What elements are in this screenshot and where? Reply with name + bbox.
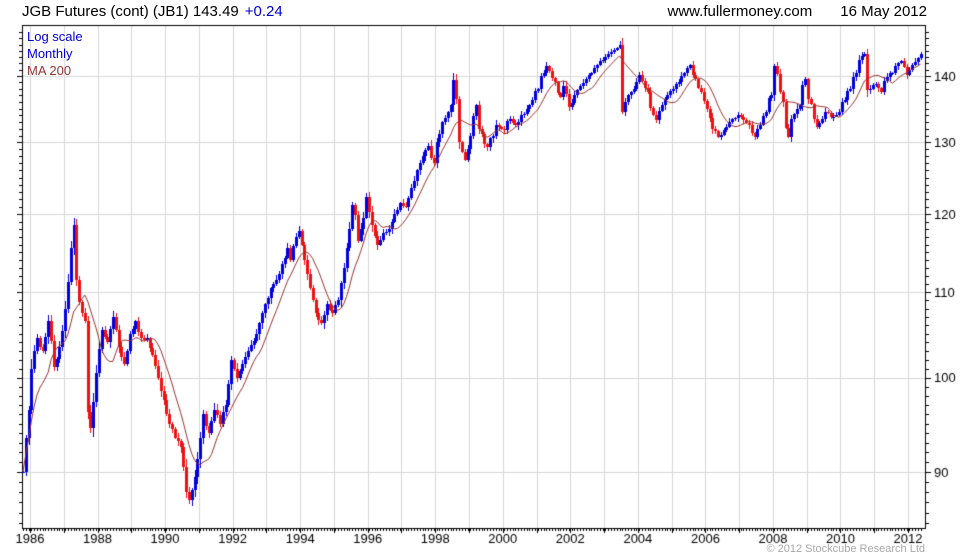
copyright-notice: © 2012 Stockcube Research Ltd	[766, 543, 925, 555]
legend-log-scale: Log scale	[27, 29, 83, 44]
date-label: 16 May 2012	[840, 3, 927, 20]
chart-legend: Log scale Monthly MA 200	[27, 28, 83, 79]
chart-title: JGB Futures (cont) (JB1) 143.49 +0.24	[22, 3, 283, 20]
price-change-label: +0.24	[244, 3, 283, 20]
header-right: www.fullermoney.com 16 May 2012	[668, 3, 928, 20]
legend-period: Monthly	[27, 46, 73, 61]
website-url-label: www.fullermoney.com	[667, 3, 813, 20]
legend-ma-200: MA 200	[27, 63, 72, 78]
instrument-title: JGB Futures (cont) (JB1) 143.49	[22, 3, 239, 20]
